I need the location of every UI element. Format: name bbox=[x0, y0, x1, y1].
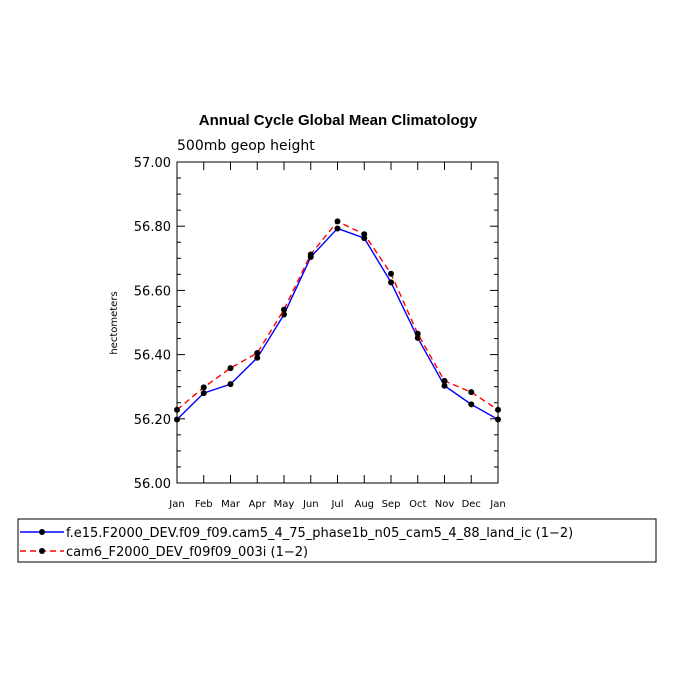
y-tick-labels: 56.00 56.20 56.40 56.60 56.80 57.00 bbox=[134, 156, 171, 492]
chart-title: Annual Cycle Global Mean Climatology bbox=[199, 112, 478, 129]
x-tick-label: Oct bbox=[409, 499, 426, 510]
series-2-point bbox=[174, 406, 180, 413]
series-2-point bbox=[307, 251, 314, 258]
y-tick-label: 56.00 bbox=[134, 477, 171, 492]
x-tick-label: Aug bbox=[354, 499, 374, 510]
series-2-point bbox=[334, 218, 341, 225]
series-1-point bbox=[227, 381, 234, 388]
series-1-point bbox=[495, 416, 501, 423]
series-1-point bbox=[414, 334, 421, 341]
y-tick-label: 56.40 bbox=[134, 349, 171, 364]
y-tick-label: 56.80 bbox=[134, 220, 171, 235]
legend-box bbox=[17, 518, 657, 563]
x-tick-label: Jul bbox=[330, 499, 343, 510]
series-2-point bbox=[227, 365, 234, 372]
series-2-point bbox=[441, 377, 448, 384]
x-tick-label: Jan bbox=[489, 499, 505, 510]
series-2-point bbox=[200, 384, 207, 391]
x-tick-label: Sep bbox=[382, 499, 401, 510]
y-tick-label: 56.60 bbox=[134, 284, 171, 299]
x-tick-label: Mar bbox=[221, 499, 241, 510]
series-1-point bbox=[254, 354, 261, 361]
series-2-line bbox=[176, 220, 499, 411]
series-1-point bbox=[334, 225, 341, 232]
y-tick-label: 56.20 bbox=[134, 413, 171, 428]
x-tick-label: Feb bbox=[195, 499, 213, 510]
x-tick-label: Dec bbox=[462, 499, 481, 510]
chart-subtitle: 500mb geop height bbox=[177, 138, 315, 154]
x-tick-label: Jun bbox=[302, 499, 319, 510]
x-tick-labels: Jan Feb Mar Apr May Jun Jul Aug Sep Oct Nov Dec Jan bbox=[168, 499, 505, 510]
legend-label-2: cam6_F2000_DEV_f09f09_003i (1−2) bbox=[66, 545, 308, 560]
legend-marker-2 bbox=[39, 548, 45, 554]
x-tick-label: Apr bbox=[249, 499, 267, 510]
legend-label-1: f.e15.F2000_DEV.f09_f09.cam5_4_75_phase1… bbox=[66, 526, 573, 541]
series-2-point bbox=[414, 330, 421, 337]
series-1-point bbox=[174, 416, 180, 423]
series-1-point bbox=[388, 279, 394, 286]
series-1-line bbox=[176, 227, 499, 421]
series-2-point bbox=[468, 389, 475, 396]
plot-frame bbox=[176, 161, 499, 484]
series-1-point bbox=[200, 390, 207, 397]
series-2-point bbox=[388, 270, 394, 277]
legend: f.e15.F2000_DEV.f09_f09.cam5_4_75_phase1… bbox=[17, 518, 657, 563]
series-1-point bbox=[468, 401, 475, 408]
y-tick-label: 57.00 bbox=[134, 156, 171, 171]
x-tick-label: Nov bbox=[435, 499, 455, 510]
series-1-point bbox=[441, 382, 448, 389]
x-tick-label: Jan bbox=[168, 499, 184, 510]
x-tick-label: May bbox=[274, 499, 295, 510]
y-axis-label: hectometers bbox=[109, 291, 120, 354]
series-2-point bbox=[495, 406, 501, 413]
legend-marker-1 bbox=[39, 529, 45, 535]
series-group bbox=[174, 218, 501, 423]
series-2-point bbox=[254, 349, 261, 356]
series-2-point bbox=[281, 306, 287, 313]
axis-ticks bbox=[176, 161, 499, 484]
series-2-point bbox=[361, 231, 368, 238]
